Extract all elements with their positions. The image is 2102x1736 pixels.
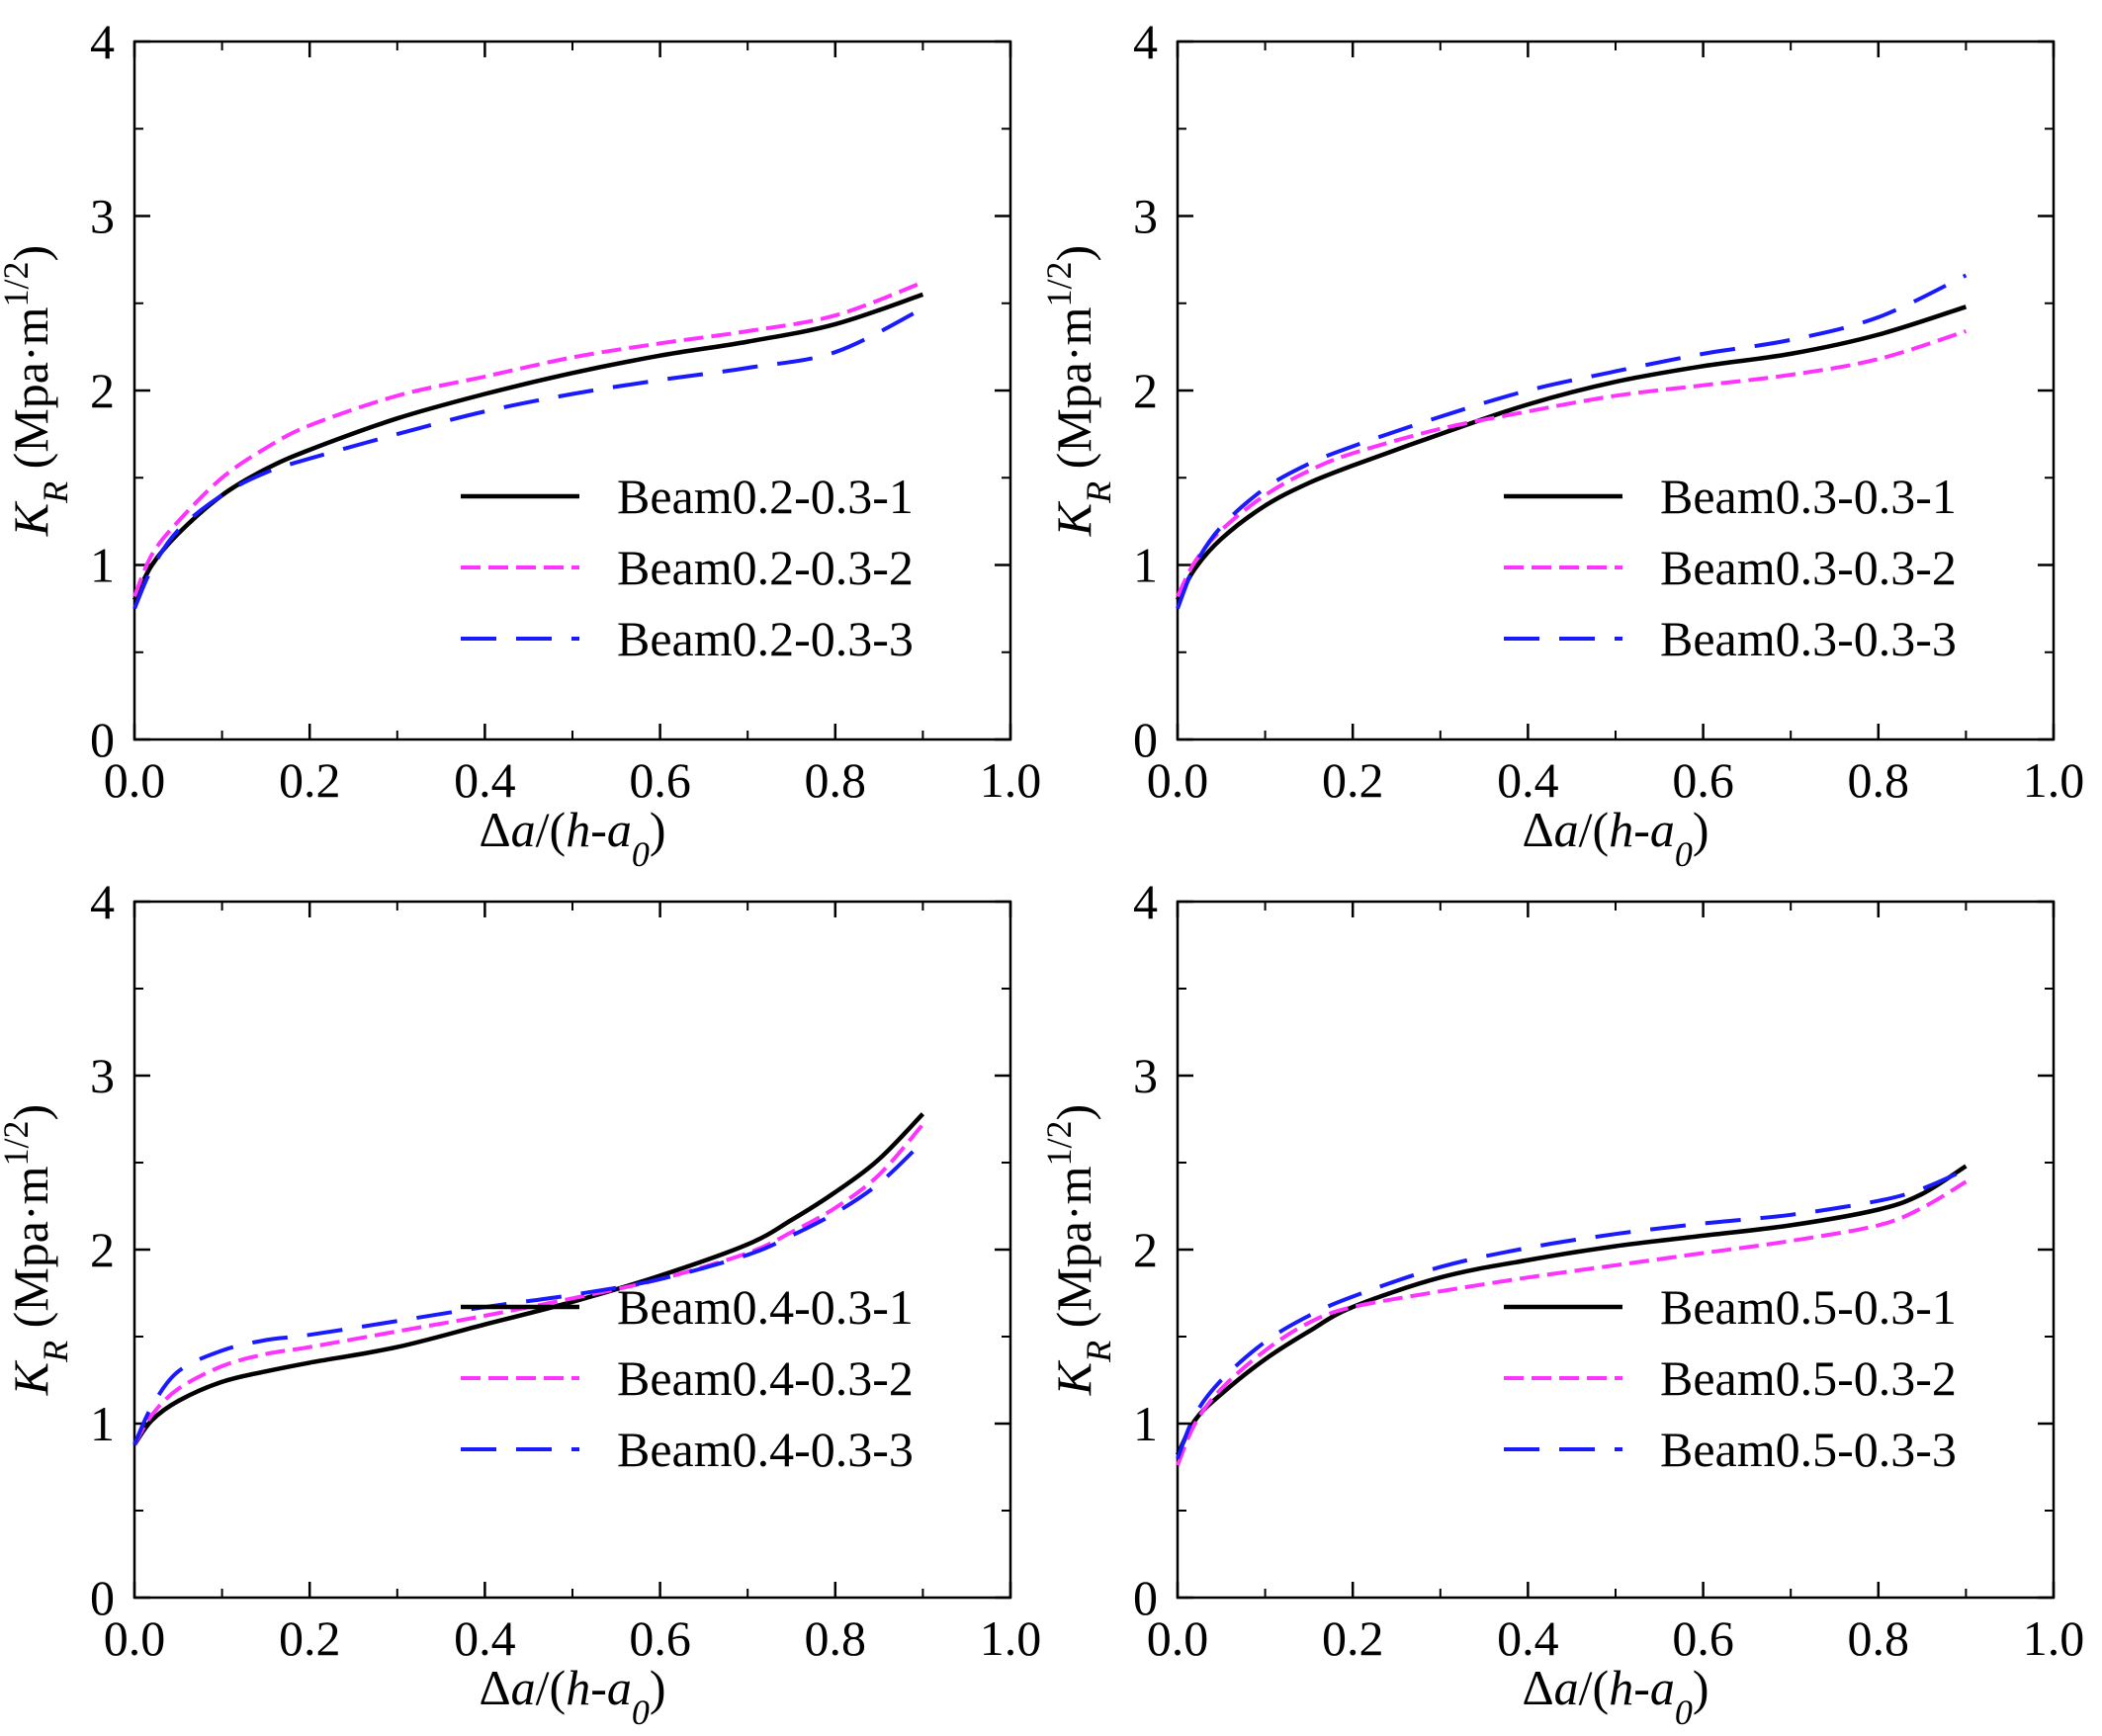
x-tick-label: 0.4 bbox=[1497, 752, 1559, 808]
x-tick-label: 0.4 bbox=[454, 752, 516, 808]
y-tick-label: 0 bbox=[1133, 712, 1158, 767]
legend-label: Beam0.5-0.3-3 bbox=[1660, 1422, 1957, 1477]
x-axis-title: Δa/(h-a0) bbox=[479, 802, 665, 874]
x-tick-label: 1.0 bbox=[980, 1610, 1042, 1666]
series-line-Beam0.5-0.3-3 bbox=[1176, 1168, 1968, 1459]
chart-panel-bottom-right: 0.0 0.2 0.4 0.6 0.8 1.0 0 1 2 3 4 Δa/(h-a0) KR (Mpa·… bbox=[1039, 874, 2084, 1732]
series-line-Beam0.4-0.3-2 bbox=[132, 1122, 924, 1446]
x-tick-label: 0.8 bbox=[1848, 1610, 1910, 1666]
x-tick-label: 0.6 bbox=[629, 752, 691, 808]
x-tick-label: 0.6 bbox=[1672, 1610, 1734, 1666]
x-tick-label: 0.2 bbox=[1322, 752, 1384, 808]
x-axis-title: Δa/(h-a0) bbox=[1522, 1660, 1708, 1732]
x-tick-label: 0.2 bbox=[1322, 1610, 1384, 1666]
legend-label: Beam0.2-0.3-1 bbox=[617, 469, 914, 524]
y-tick-label: 0 bbox=[1133, 1570, 1158, 1625]
series-line-Beam0.2-0.3-1 bbox=[131, 292, 924, 601]
x-tick-label: 0.0 bbox=[1147, 752, 1209, 808]
legend-label: Beam0.5-0.3-1 bbox=[1660, 1279, 1957, 1335]
x-tick-label: 0.0 bbox=[104, 1610, 166, 1666]
series-line-Beam0.2-0.3-3 bbox=[132, 306, 924, 610]
legend-label: Beam0.4-0.3-2 bbox=[617, 1350, 914, 1406]
legend-label: Beam0.3-0.3-1 bbox=[1660, 469, 1957, 524]
x-tick-label: 0.4 bbox=[454, 1610, 516, 1666]
y-tick-label: 3 bbox=[90, 189, 115, 244]
x-axis-title: Δa/(h-a0) bbox=[1522, 802, 1708, 874]
x-tick-label: 0.2 bbox=[279, 1610, 341, 1666]
x-tick-label: 0.6 bbox=[629, 1610, 691, 1666]
y-tick-label: 4 bbox=[90, 874, 115, 929]
y-axis-title: KR (Mpa·m1/2) bbox=[0, 245, 75, 537]
y-tick-label: 0 bbox=[90, 1570, 115, 1625]
y-tick-label: 1 bbox=[1133, 1396, 1158, 1451]
y-tick-label: 1 bbox=[90, 538, 115, 593]
x-tick-label: 1.0 bbox=[2023, 1610, 2085, 1666]
series-line-Beam0.5-0.3-1 bbox=[1175, 1164, 1968, 1456]
x-tick-label: 1.0 bbox=[2023, 752, 2085, 808]
y-axis-title: KR (Mpa·m1/2) bbox=[1039, 245, 1118, 537]
legend-label: Beam0.3-0.3-3 bbox=[1660, 611, 1957, 666]
plot-frame bbox=[1176, 900, 2056, 1600]
y-axis-title: KR (Mpa·m1/2) bbox=[1039, 1104, 1118, 1396]
legend-label: Beam0.5-0.3-2 bbox=[1660, 1350, 1957, 1406]
x-tick-label: 0.6 bbox=[1672, 752, 1734, 808]
legend-label: Beam0.4-0.3-1 bbox=[617, 1279, 914, 1335]
x-tick-label: 0.8 bbox=[805, 752, 867, 808]
y-tick-label: 4 bbox=[1133, 14, 1158, 69]
legend-label: Beam0.2-0.3-2 bbox=[617, 540, 914, 595]
x-tick-label: 0.4 bbox=[1497, 1610, 1559, 1666]
y-tick-label: 2 bbox=[90, 1222, 115, 1277]
x-tick-label: 0.8 bbox=[1848, 752, 1910, 808]
x-tick-label: 0.2 bbox=[279, 752, 341, 808]
series-line-Beam0.4-0.3-1 bbox=[132, 1112, 925, 1446]
y-tick-label: 0 bbox=[90, 712, 115, 767]
y-tick-label: 1 bbox=[1133, 538, 1158, 593]
chart-panel-top-left: 0.0 0.2 0.4 0.6 0.8 1.0 0 1 2 3 4 Δa/(h-a0) KR (Mpa·… bbox=[0, 14, 1041, 874]
y-tick-label: 2 bbox=[1133, 363, 1158, 418]
legend-label: Beam0.2-0.3-3 bbox=[617, 611, 914, 666]
y-tick-label: 1 bbox=[90, 1396, 115, 1451]
x-tick-label: 0.0 bbox=[1147, 1610, 1209, 1666]
x-tick-label: 0.0 bbox=[104, 752, 166, 808]
legend-label: Beam0.4-0.3-3 bbox=[617, 1422, 914, 1477]
series-line-Beam0.3-0.3-2 bbox=[1176, 329, 1968, 598]
chart-panel-bottom-left: 0.0 0.2 0.4 0.6 0.8 1.0 0 1 2 3 4 Δa/(h-a0) KR (Mpa·… bbox=[0, 874, 1041, 1732]
legend-label: Beam0.3-0.3-2 bbox=[1660, 540, 1957, 595]
chart-panel-top-right: 0.0 0.2 0.4 0.6 0.8 1.0 0 1 2 3 4 Δa/(h-a0) KR (Mpa·… bbox=[1039, 14, 2084, 874]
plot-frame bbox=[132, 900, 1012, 1600]
y-tick-label: 3 bbox=[90, 1048, 115, 1103]
x-tick-label: 1.0 bbox=[980, 752, 1042, 808]
series-line-Beam0.5-0.3-2 bbox=[1176, 1179, 1968, 1466]
y-tick-label: 3 bbox=[1133, 189, 1158, 244]
series-line-Beam0.2-0.3-2 bbox=[132, 280, 924, 598]
y-tick-label: 4 bbox=[90, 14, 115, 69]
y-tick-label: 2 bbox=[1133, 1222, 1158, 1277]
x-tick-label: 0.8 bbox=[805, 1610, 867, 1666]
y-tick-label: 3 bbox=[1133, 1048, 1158, 1103]
x-axis-title: Δa/(h-a0) bbox=[479, 1660, 665, 1732]
y-axis-title: KR (Mpa·m1/2) bbox=[0, 1104, 75, 1396]
y-tick-label: 2 bbox=[90, 363, 115, 418]
y-tick-label: 4 bbox=[1133, 874, 1158, 929]
